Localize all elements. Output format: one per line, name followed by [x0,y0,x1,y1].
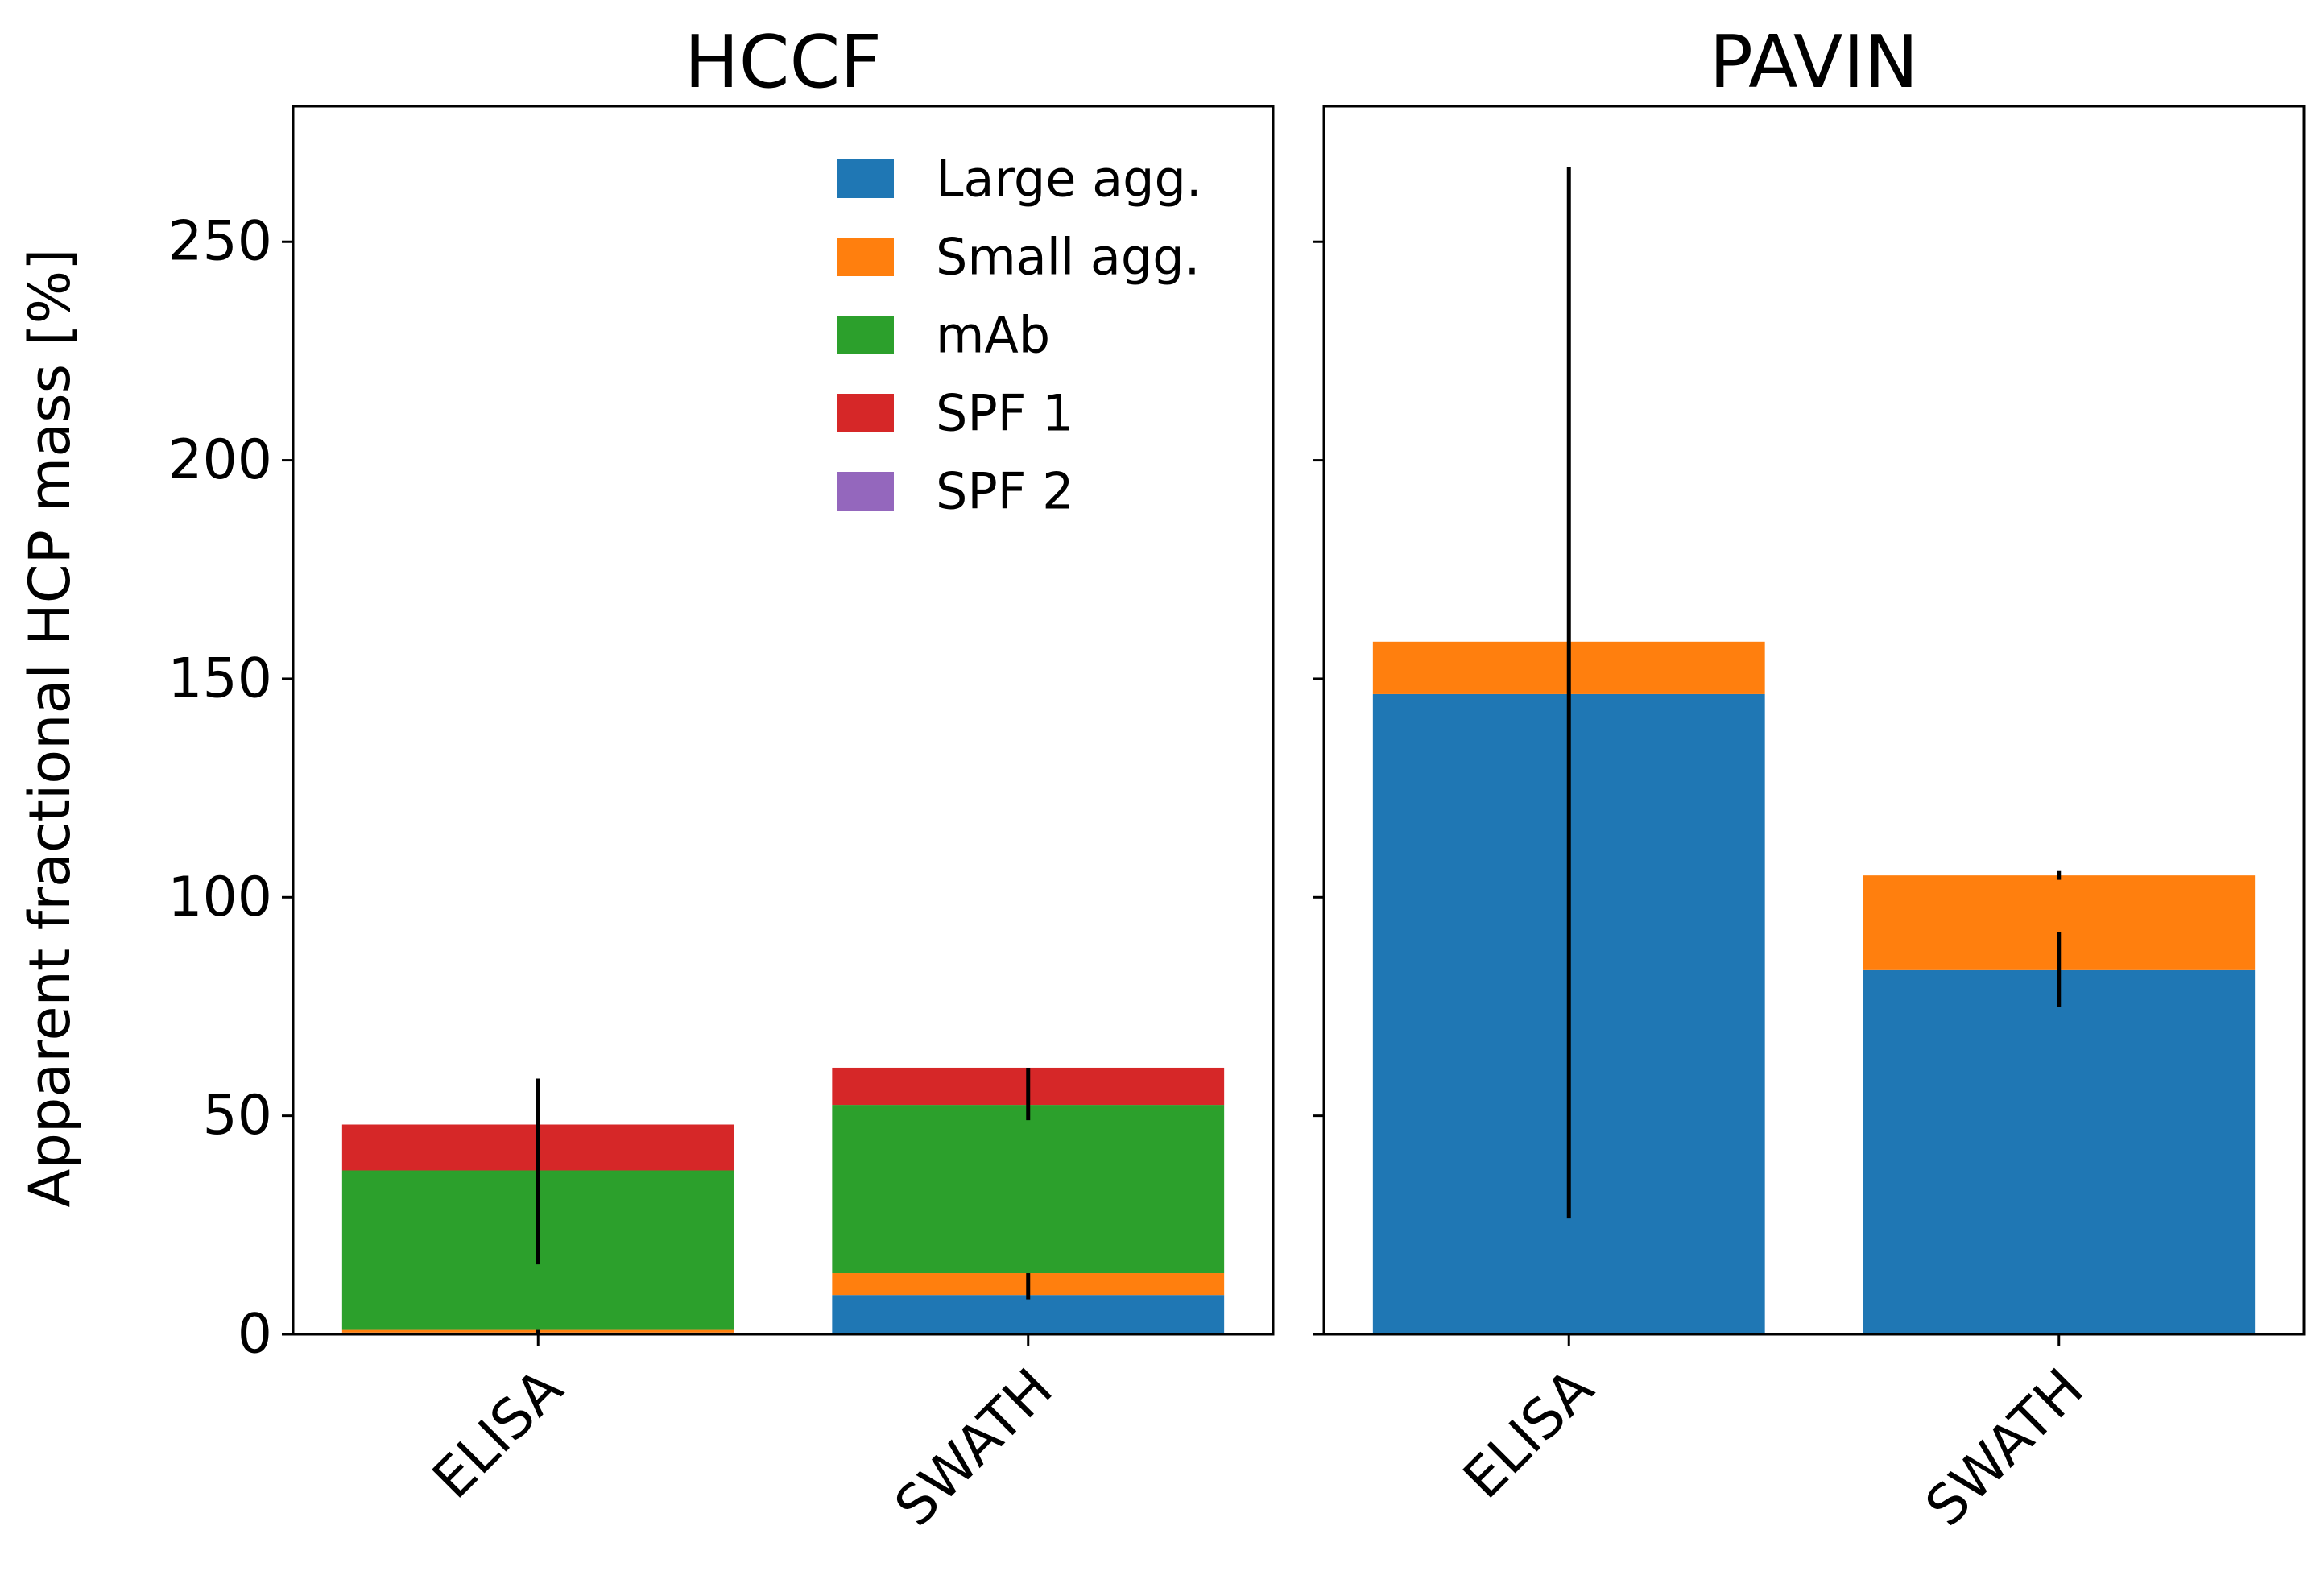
legend: Large agg. Small agg. mAb SPF 1 SPF 2 [837,150,1202,521]
bar-segment-swath-large-agg [1863,969,2256,1334]
legend-swatch [837,238,894,276]
panel-pavin: ELISA SWATH PAVIN [1313,20,2306,1539]
y-tick-label: 150 [167,647,272,710]
y-tick-label: 250 [167,210,272,274]
y-tick-label: 200 [167,428,272,492]
legend-label: mAb [936,306,1050,365]
axes-frame [292,105,1275,1336]
x-tick-label: ELISA [1452,1357,1607,1511]
legend-swatch [837,472,894,511]
legend-label: SPF 1 [936,384,1074,443]
legend-swatch [837,316,894,354]
x-tick-label: ELISA [421,1357,576,1511]
panel-title: PAVIN [1710,20,1919,105]
bar-segment-swath-mab [832,1105,1225,1274]
y-tick-label: 100 [167,866,272,929]
panel-hccf: 0 50 100 150 200 250 ELISA SWATH HCCF [167,20,1275,1539]
axes-frame [1322,105,2306,1336]
y-tick-label: 0 [238,1303,272,1367]
x-tick-label: SWATH [1914,1357,2096,1539]
panel-title: HCCF [684,20,882,105]
legend-label: SPF 2 [936,462,1074,521]
legend-swatch [837,394,894,432]
x-tick-label: SWATH [883,1357,1065,1539]
y-axis-title: Apparent fractional HCP mass [%] [17,249,83,1208]
legend-label: Small agg. [936,228,1200,287]
legend-label: Large agg. [936,150,1202,209]
bar-segment-swath-large-agg [832,1295,1225,1334]
panels-layer: 0 50 100 150 200 250 ELISA SWATH HCCF ELISA SWATH P… [167,20,2306,1539]
y-tick-label: 50 [202,1084,272,1147]
legend-swatch [837,159,894,198]
